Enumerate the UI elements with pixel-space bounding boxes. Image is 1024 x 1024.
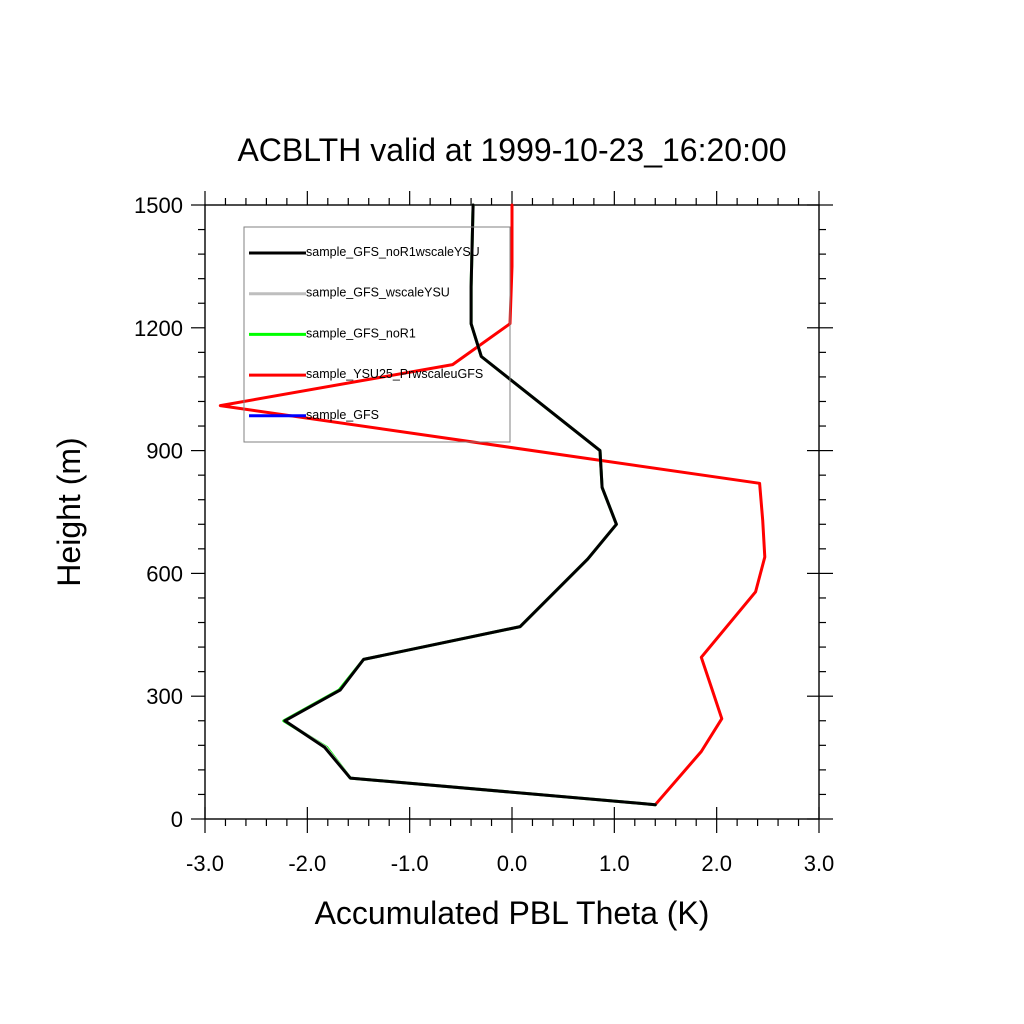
chart-title: ACBLTH valid at 1999-10-23_16:20:00 xyxy=(237,132,786,168)
x-tick-label: 1.0 xyxy=(599,851,630,876)
x-tick-label: -1.0 xyxy=(391,851,429,876)
series-line-sample_GFS_noR1wscaleYSU xyxy=(283,203,657,807)
x-tick-label: 3.0 xyxy=(804,851,835,876)
y-axis-label: Height (m) xyxy=(51,437,87,586)
legend-label: sample_GFS_noR1 xyxy=(306,326,416,340)
legend-label: sample_GFS xyxy=(306,408,379,422)
legend-label: sample_GFS_wscaleYSU xyxy=(306,286,450,300)
x-tick-label: -3.0 xyxy=(186,851,224,876)
y-tick-label: 900 xyxy=(146,439,183,464)
legend: sample_GFS_noR1wscaleYSU sample_GFS_wscal… xyxy=(243,226,511,443)
axis-tick-labels: -3.0 -2.0 -1.0 0.0 1.0 2.0 3.0 0 300 600 900 1200 15… xyxy=(134,193,834,876)
legend-label: sample_GFS_noR1wscaleYSU xyxy=(306,245,480,259)
series-layer xyxy=(218,203,767,807)
axis-ticks xyxy=(191,191,833,833)
x-tick-label: 0.0 xyxy=(497,851,528,876)
x-tick-label: -2.0 xyxy=(288,851,326,876)
y-tick-label: 1500 xyxy=(134,193,183,218)
y-tick-label: 1200 xyxy=(134,316,183,341)
y-tick-label: 0 xyxy=(171,807,183,832)
legend-label: sample_YSU25_PrwscaleuGFS xyxy=(306,367,483,381)
x-axis-label: Accumulated PBL Theta (K) xyxy=(315,895,710,931)
y-tick-label: 600 xyxy=(146,561,183,586)
x-tick-label: 2.0 xyxy=(701,851,732,876)
y-tick-label: 300 xyxy=(146,684,183,709)
series-line-sample_YSU25_PrwscaleuGFS xyxy=(218,203,767,807)
legend-box xyxy=(243,226,511,443)
